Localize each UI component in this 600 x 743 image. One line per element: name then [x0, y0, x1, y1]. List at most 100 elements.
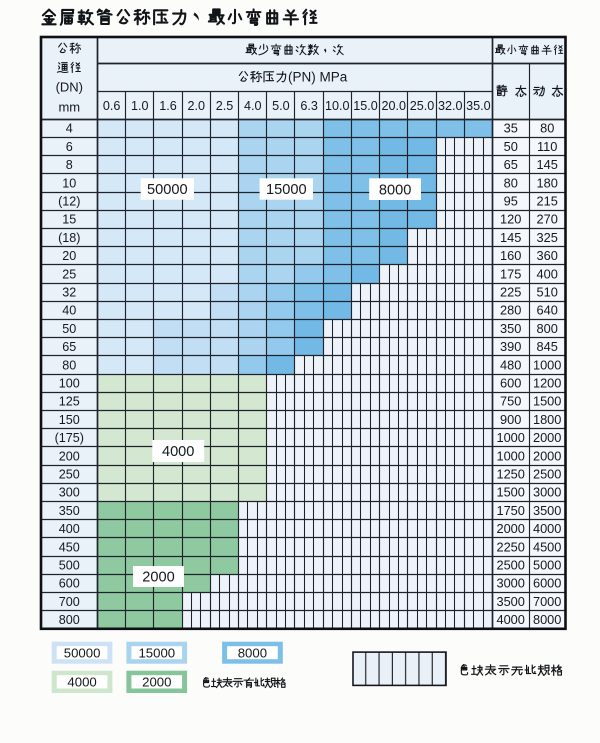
svg-text:35: 35: [504, 121, 518, 136]
svg-text:10.0: 10.0: [325, 99, 350, 113]
svg-text:80: 80: [504, 175, 518, 190]
svg-text:215: 215: [537, 194, 558, 209]
svg-text:350: 350: [59, 504, 80, 518]
svg-text:145: 145: [537, 157, 558, 172]
svg-text:200: 200: [59, 449, 80, 463]
svg-text:145: 145: [500, 230, 521, 245]
svg-text:2000: 2000: [142, 675, 171, 690]
svg-text:8000: 8000: [379, 182, 411, 198]
svg-text:2000: 2000: [533, 448, 561, 463]
svg-text:600: 600: [59, 577, 80, 591]
svg-text:1000: 1000: [496, 448, 524, 463]
svg-text:1800: 1800: [533, 412, 561, 427]
svg-text:20: 20: [62, 249, 76, 263]
svg-text:5000: 5000: [533, 558, 561, 573]
svg-text:20.0: 20.0: [381, 99, 406, 113]
svg-text:80: 80: [540, 121, 554, 136]
svg-text:25.0: 25.0: [410, 99, 435, 113]
svg-text:8000: 8000: [533, 612, 561, 627]
svg-text:1250: 1250: [496, 467, 524, 482]
svg-text:32: 32: [62, 286, 76, 300]
svg-text:120: 120: [500, 212, 521, 227]
svg-text:1.6: 1.6: [159, 99, 177, 113]
svg-text:480: 480: [500, 357, 521, 372]
svg-text:4500: 4500: [533, 539, 561, 554]
svg-text:6000: 6000: [533, 576, 561, 591]
svg-text:900: 900: [500, 412, 521, 427]
svg-text:50: 50: [62, 322, 76, 336]
svg-text:1000: 1000: [496, 430, 524, 445]
svg-text:65: 65: [504, 157, 518, 172]
svg-text:300: 300: [59, 486, 80, 500]
svg-text:800: 800: [59, 613, 80, 627]
svg-text:640: 640: [537, 303, 558, 318]
svg-text:(12): (12): [58, 195, 80, 209]
svg-text:2000: 2000: [533, 430, 561, 445]
svg-text:325: 325: [537, 230, 558, 245]
svg-text:150: 150: [59, 413, 80, 427]
svg-text:2000: 2000: [142, 570, 174, 586]
svg-text:160: 160: [500, 248, 521, 263]
svg-text:(DN): (DN): [56, 79, 83, 94]
svg-text:15.0: 15.0: [353, 99, 378, 113]
svg-text:15000: 15000: [138, 646, 175, 661]
svg-text:800: 800: [537, 321, 558, 336]
svg-text:845: 845: [537, 339, 558, 354]
svg-text:35.0: 35.0: [466, 99, 491, 113]
svg-text:360: 360: [537, 248, 558, 263]
svg-text:0.6: 0.6: [103, 99, 121, 113]
svg-text:250: 250: [59, 468, 80, 482]
svg-text:180: 180: [537, 175, 558, 190]
svg-text:400: 400: [537, 266, 558, 281]
svg-text:1200: 1200: [533, 376, 561, 391]
svg-text:7000: 7000: [533, 594, 561, 609]
svg-text:450: 450: [59, 540, 80, 554]
svg-text:4000: 4000: [67, 675, 96, 690]
svg-text:mm: mm: [58, 100, 80, 115]
svg-text:750: 750: [500, 394, 521, 409]
svg-text:4000: 4000: [496, 612, 524, 627]
svg-text:50000: 50000: [147, 182, 188, 198]
svg-text:5.0: 5.0: [272, 99, 290, 113]
svg-text:2500: 2500: [533, 467, 561, 482]
svg-text:175: 175: [500, 266, 521, 281]
svg-text:280: 280: [500, 303, 521, 318]
svg-text:4.0: 4.0: [244, 99, 262, 113]
svg-text:270: 270: [537, 212, 558, 227]
svg-text:2.5: 2.5: [216, 99, 234, 113]
svg-text:390: 390: [500, 339, 521, 354]
svg-text:4: 4: [66, 122, 73, 136]
svg-text:(PN) MPa: (PN) MPa: [288, 70, 348, 85]
svg-text:40: 40: [62, 304, 76, 318]
svg-text:(175): (175): [55, 431, 84, 445]
svg-text:4000: 4000: [533, 521, 561, 536]
svg-text:1500: 1500: [533, 394, 561, 409]
svg-text:1500: 1500: [496, 485, 524, 500]
svg-text:65: 65: [62, 340, 76, 354]
svg-text:700: 700: [59, 595, 80, 609]
svg-text:600: 600: [500, 376, 521, 391]
svg-text:50000: 50000: [64, 646, 101, 661]
svg-text:2.0: 2.0: [187, 99, 205, 113]
svg-text:10: 10: [62, 176, 76, 190]
svg-text:110: 110: [537, 139, 557, 154]
svg-text:1750: 1750: [496, 503, 524, 518]
svg-text:3500: 3500: [496, 594, 524, 609]
svg-text:3500: 3500: [533, 503, 561, 518]
svg-text:95: 95: [504, 194, 518, 209]
svg-text:500: 500: [59, 559, 80, 573]
svg-text:8000: 8000: [238, 646, 267, 661]
svg-text:400: 400: [59, 522, 80, 536]
svg-text:15000: 15000: [266, 182, 307, 198]
svg-text:15: 15: [62, 213, 76, 227]
svg-text:25: 25: [62, 267, 76, 281]
svg-text:6.3: 6.3: [300, 99, 318, 113]
svg-text:510: 510: [537, 285, 558, 300]
svg-text:4000: 4000: [162, 444, 194, 460]
svg-text:225: 225: [500, 285, 521, 300]
svg-text:80: 80: [62, 358, 76, 372]
svg-text:32.0: 32.0: [438, 99, 463, 113]
svg-text:6: 6: [66, 140, 73, 154]
svg-text:350: 350: [500, 321, 521, 336]
svg-text:3000: 3000: [496, 576, 524, 591]
